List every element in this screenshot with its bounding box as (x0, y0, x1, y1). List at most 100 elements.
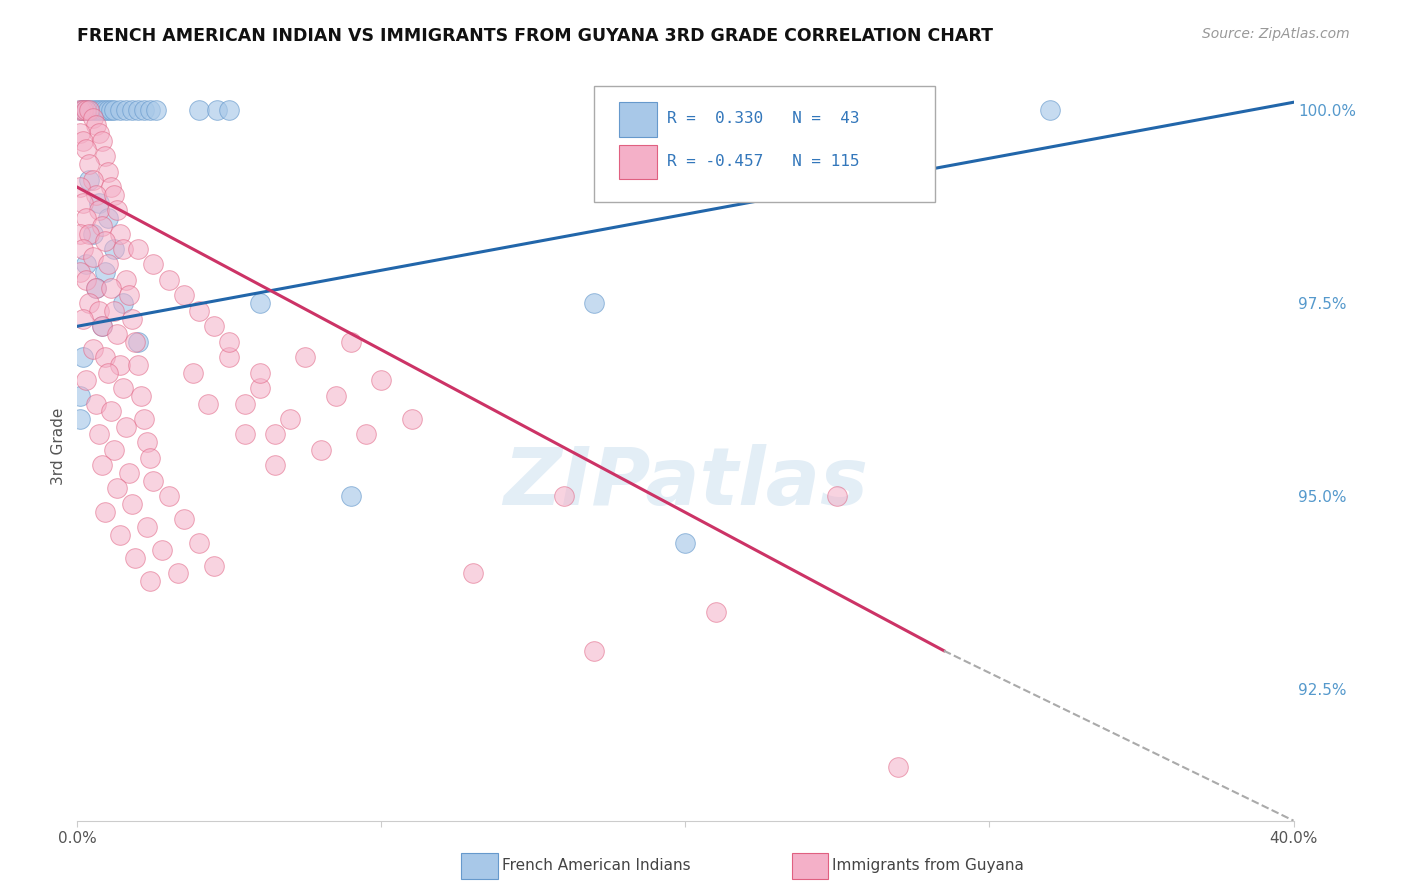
Point (97, 211, 120, 226)
Point (111, 381, 134, 395)
Point (87, 427, 110, 442)
Point (188, 535, 211, 549)
Point (90, 103, 112, 117)
Point (121, 311, 143, 326)
Point (72, 134, 94, 148)
Point (181, 366, 204, 380)
Point (173, 512, 195, 526)
Point (115, 273, 138, 287)
Point (79, 103, 101, 117)
Point (75, 142, 97, 156)
Point (69, 389, 91, 403)
Point (142, 474, 165, 488)
Point (111, 242, 134, 256)
Point (103, 242, 125, 256)
Point (157, 489, 180, 503)
Point (264, 427, 287, 442)
Point (218, 350, 240, 364)
Point (87, 126, 110, 140)
Point (188, 103, 211, 117)
Point (97, 103, 120, 117)
Text: FRENCH AMERICAN INDIAN VS IMMIGRANTS FROM GUYANA 3RD GRADE CORRELATION CHART: FRENCH AMERICAN INDIAN VS IMMIGRANTS FRO… (77, 27, 993, 45)
FancyBboxPatch shape (619, 102, 658, 136)
Point (87, 303, 110, 318)
Text: R = -0.457   N = 115: R = -0.457 N = 115 (668, 153, 859, 169)
Point (188, 303, 211, 318)
Point (75, 257, 97, 271)
Point (370, 373, 392, 387)
Point (105, 482, 128, 496)
Point (105, 326, 128, 341)
Point (553, 489, 575, 503)
Point (84, 188, 107, 202)
Point (84, 280, 107, 294)
Point (249, 296, 271, 310)
Point (249, 381, 271, 395)
Point (136, 435, 159, 450)
Point (84, 280, 107, 294)
Point (87, 103, 110, 117)
Point (145, 103, 167, 117)
Point (139, 450, 162, 465)
Point (100, 404, 122, 418)
Point (69, 412, 91, 426)
Point (69, 227, 91, 241)
Point (75, 211, 97, 226)
Point (127, 103, 149, 117)
Point (69, 103, 91, 117)
Point (82, 343, 104, 357)
Point (108, 358, 131, 372)
Point (583, 643, 606, 657)
Point (108, 528, 131, 542)
FancyBboxPatch shape (619, 145, 658, 179)
Text: R =  0.330   N =  43: R = 0.330 N = 43 (668, 112, 859, 126)
Point (218, 334, 240, 349)
Point (97, 165, 120, 179)
Point (309, 442, 332, 457)
Text: Source: ZipAtlas.com: Source: ZipAtlas.com (1202, 27, 1350, 41)
Point (93, 350, 115, 364)
Point (1039, 103, 1062, 117)
Point (90, 458, 112, 473)
Point (97, 257, 120, 271)
Point (108, 227, 131, 241)
Point (115, 103, 138, 117)
Point (100, 180, 122, 194)
Point (278, 412, 301, 426)
Point (294, 350, 316, 364)
Point (121, 103, 143, 117)
Point (127, 358, 149, 372)
Point (72, 103, 94, 117)
Point (90, 319, 112, 334)
Point (704, 605, 727, 619)
Point (111, 296, 134, 310)
Point (72, 242, 94, 256)
Point (82, 250, 104, 264)
Point (264, 458, 287, 473)
Point (675, 535, 697, 549)
Point (127, 334, 149, 349)
Point (93, 505, 115, 519)
Point (75, 373, 97, 387)
Point (79, 103, 101, 117)
Point (157, 273, 180, 287)
Y-axis label: 3rd Grade: 3rd Grade (51, 408, 66, 484)
Point (72, 103, 94, 117)
Point (90, 319, 112, 334)
Point (340, 334, 363, 349)
Point (82, 227, 104, 241)
Point (108, 103, 131, 117)
Point (401, 412, 423, 426)
Point (82, 103, 104, 117)
Point (205, 103, 228, 117)
Point (202, 558, 225, 573)
FancyBboxPatch shape (595, 87, 935, 202)
Point (118, 466, 141, 480)
Point (82, 111, 104, 125)
Point (134, 412, 156, 426)
Point (79, 296, 101, 310)
Point (325, 389, 347, 403)
Point (139, 103, 162, 117)
Point (93, 265, 115, 279)
Point (166, 566, 188, 581)
